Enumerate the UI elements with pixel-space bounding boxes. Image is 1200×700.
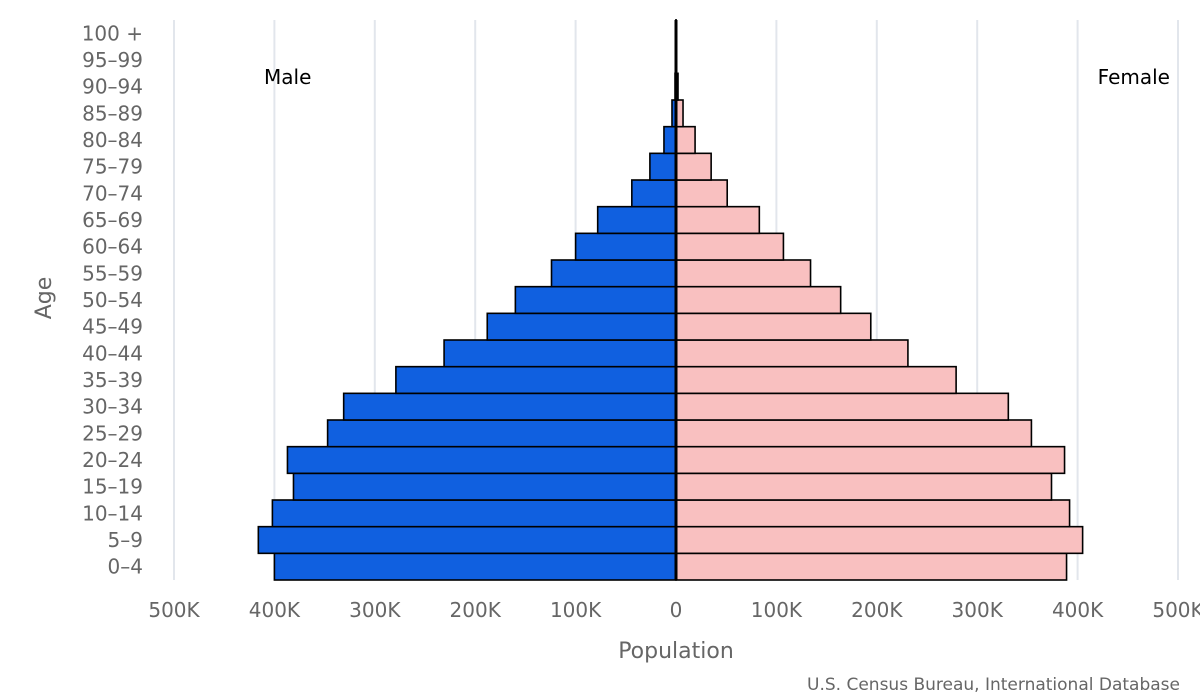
male-bar-80_84: [663, 125, 677, 155]
x-tick-label: 500K: [1152, 598, 1200, 622]
x-tick-label: 400K: [249, 598, 301, 622]
x-tick-label: 200K: [450, 598, 502, 622]
y-tick-label: 15–19: [82, 475, 143, 499]
y-tick-label: 75–79: [82, 155, 143, 179]
y-tick-label: 80–84: [82, 128, 143, 152]
female-bar-5_9: [675, 525, 1084, 555]
female-bar-10_14: [675, 499, 1071, 528]
x-tick-label: 300K: [349, 598, 401, 622]
female-bar-55_59: [675, 259, 812, 288]
x-tick-label: 0: [670, 598, 683, 622]
male-bar-65_69: [596, 205, 677, 235]
bars-layer: [257, 19, 1084, 581]
male-bar-75_79: [649, 152, 677, 181]
male-bar-45_49: [486, 312, 677, 341]
y-tick-label: 30–34: [82, 395, 143, 419]
x-tick-label: 200K: [851, 598, 903, 622]
y-axis-title: Age: [32, 277, 57, 320]
female-bar-30_34: [675, 392, 1010, 421]
y-tick-label: 100 +: [82, 21, 143, 45]
y-tick-label: 50–54: [82, 288, 143, 312]
male-bar-15_19: [292, 472, 677, 501]
male-bar-25_29: [326, 419, 677, 448]
y-tick-label: 65–69: [82, 208, 143, 232]
male-bar-50_54: [514, 285, 677, 315]
male-bar-70_74: [631, 179, 677, 208]
female-bar-80_84: [675, 125, 696, 155]
y-tick-label: 25–29: [82, 421, 143, 445]
female-bar-35_39: [675, 365, 957, 395]
x-tick-labels: 500K 400K 300K 200K 100K 0 100K 200K 300K 400K 500…: [148, 598, 1200, 622]
male-bar-30_34: [342, 392, 677, 421]
y-tick-label: 40–44: [82, 341, 143, 365]
female-bar-60_64: [675, 232, 785, 261]
female-bar-65_69: [675, 205, 761, 235]
y-tick-label: 0–4: [108, 555, 143, 579]
x-tick-label: 100K: [751, 598, 803, 622]
y-tick-label: 35–39: [82, 368, 143, 392]
female-bar-20_24: [675, 445, 1066, 475]
male-bar-0_4: [273, 552, 677, 581]
x-tick-label: 500K: [148, 598, 200, 622]
male-bar-20_24: [286, 445, 677, 475]
male-bar-10_14: [271, 499, 677, 528]
female-bar-0_4: [675, 552, 1068, 581]
male-bar-35_39: [395, 365, 677, 395]
x-axis-title: Population: [618, 639, 734, 664]
female-bar-25_29: [675, 419, 1033, 448]
y-tick-label: 95–99: [82, 48, 143, 72]
female-bar-75_79: [675, 152, 712, 181]
male-bar-60_64: [574, 232, 677, 261]
y-tick-label: 90–94: [82, 75, 143, 99]
source-credit: U.S. Census Bureau, International Databa…: [807, 675, 1180, 695]
male-bar-5_9: [257, 525, 677, 555]
female-bar-45_49: [675, 312, 872, 341]
y-tick-label: 55–59: [82, 261, 143, 285]
x-tick-label: 100K: [550, 598, 602, 622]
y-tick-label: 5–9: [108, 528, 143, 552]
female-bar-40_44: [675, 339, 909, 368]
y-tick-label: 85–89: [82, 101, 143, 125]
female-bar-50_54: [675, 285, 842, 315]
female-bar-15_19: [675, 472, 1053, 501]
legend-female-label: Female: [1098, 65, 1170, 89]
y-tick-label: 70–74: [82, 181, 143, 205]
x-tick-label: 400K: [1052, 598, 1104, 622]
y-tick-label: 10–14: [82, 501, 143, 525]
male-bar-40_44: [443, 339, 677, 368]
x-tick-label: 300K: [952, 598, 1004, 622]
legend-male-label: Male: [264, 65, 311, 89]
y-tick-label: 45–49: [82, 315, 143, 339]
y-tick-label: 20–24: [82, 448, 143, 472]
y-tick-label: 60–64: [82, 235, 143, 259]
female-bar-70_74: [675, 179, 729, 208]
male-bar-55_59: [550, 259, 677, 288]
